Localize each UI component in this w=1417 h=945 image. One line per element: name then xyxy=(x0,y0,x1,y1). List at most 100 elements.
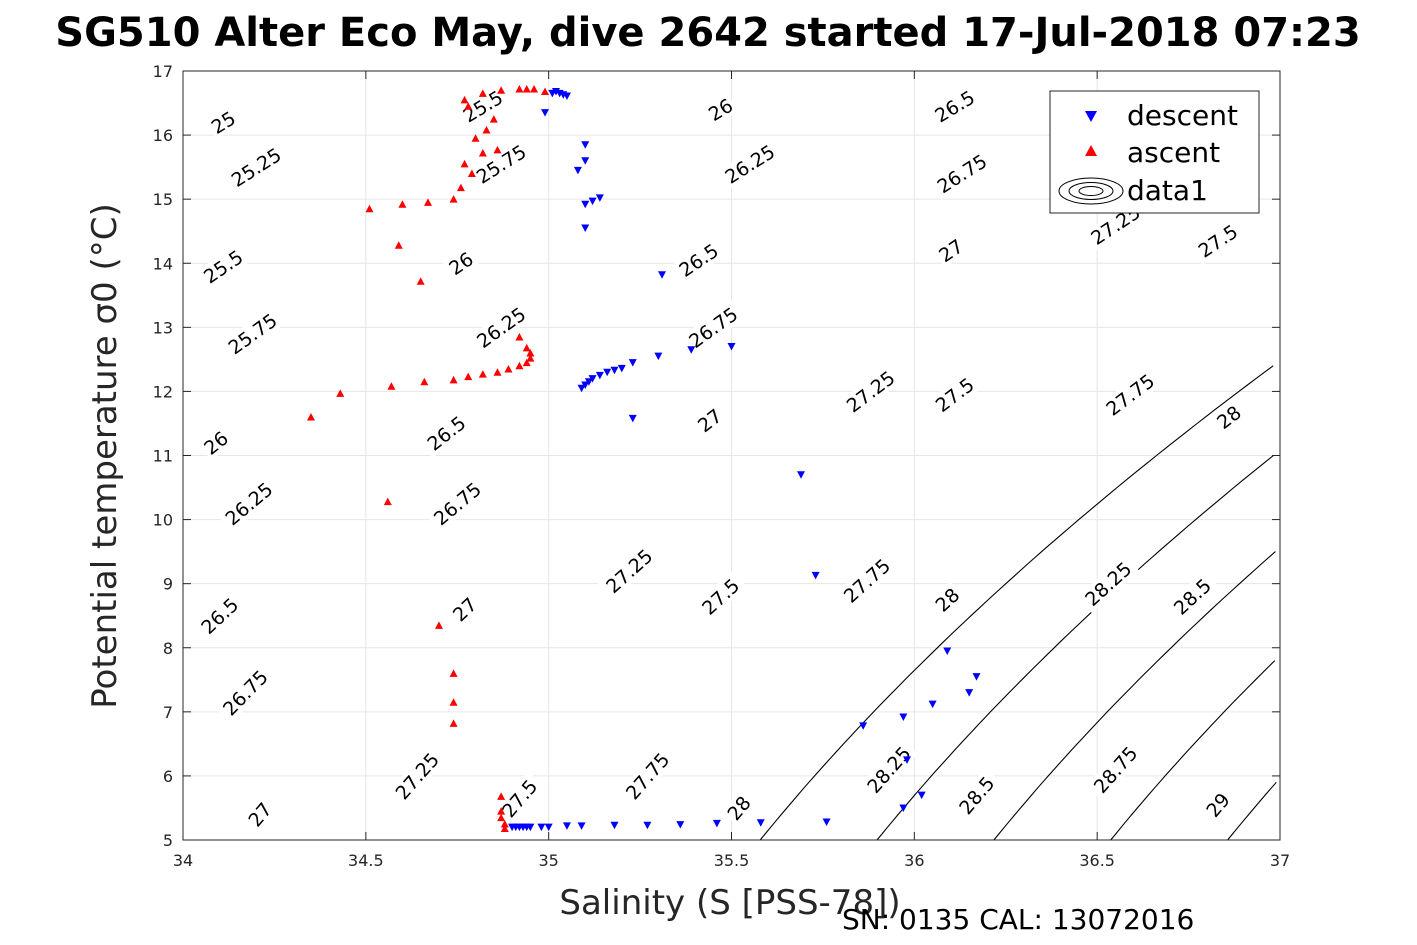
descent-point xyxy=(972,673,981,681)
contour-line xyxy=(993,551,1276,841)
y-tick-label: 10 xyxy=(153,511,173,530)
contour-label-bg xyxy=(425,474,489,533)
contour-label-bg xyxy=(195,242,251,291)
contour-label-text: 25.75 xyxy=(225,310,282,360)
contour-label-bg xyxy=(1098,366,1163,423)
descent-point xyxy=(581,381,590,390)
data-points xyxy=(306,84,981,832)
legend-box xyxy=(1049,90,1260,214)
contour-label-text: 26.75 xyxy=(934,150,992,198)
contour-label-bg xyxy=(1200,786,1236,823)
y-tick-label: 12 xyxy=(153,382,173,401)
contour-label-bg xyxy=(446,591,483,628)
contour-label: 28.5 xyxy=(1165,570,1219,623)
legend-descent-marker xyxy=(1085,111,1097,122)
ascent-point xyxy=(387,382,396,390)
contour-label-bg xyxy=(929,147,995,200)
ascent-point xyxy=(449,669,458,677)
contour-label-text: 28.25 xyxy=(863,743,916,798)
ascent-point xyxy=(449,698,458,706)
ascent-point xyxy=(493,368,502,376)
contour-label-bg xyxy=(926,83,983,130)
contour-label-bg xyxy=(838,363,903,420)
contour-label-bg xyxy=(217,474,281,533)
descent-point xyxy=(917,791,926,800)
contour-label-bg xyxy=(927,370,982,420)
legend-ascent-marker xyxy=(1085,145,1097,156)
chart-title: SG510 Alter Eco May, dive 2642 started 1… xyxy=(55,10,1360,56)
x-tick-label: 34.5 xyxy=(348,851,384,870)
y-tick-label: 6 xyxy=(163,767,173,786)
ascent-point xyxy=(497,807,506,815)
descent-point xyxy=(654,352,663,361)
contour-label: 27 xyxy=(691,402,728,438)
contour-label: 26.5 xyxy=(926,83,983,130)
descent-point xyxy=(562,822,571,830)
contour-label-text: 28 xyxy=(932,584,965,617)
contour-label-text: 28 xyxy=(723,792,755,825)
contour-label-bg xyxy=(693,570,748,623)
contour-line xyxy=(1110,660,1276,841)
contour-label-bg xyxy=(220,306,285,362)
descent-point xyxy=(526,823,535,832)
contour-label-bg xyxy=(859,738,919,801)
descent-point xyxy=(551,88,560,96)
descent-point xyxy=(628,359,637,367)
ascent-point xyxy=(489,115,498,123)
descent-point xyxy=(658,271,667,279)
contour-label: 28 xyxy=(721,789,757,827)
contour-label-text: 26.25 xyxy=(473,303,530,353)
descent-point xyxy=(577,822,586,830)
contour-label-text: 27 xyxy=(935,235,967,267)
descent-point xyxy=(581,200,590,209)
contour-label: 26.25 xyxy=(717,137,783,191)
contour-label: 27 xyxy=(242,796,278,833)
contour-label-text: 27 xyxy=(244,799,276,832)
contour-label: 28 xyxy=(929,581,966,618)
descent-point xyxy=(899,804,908,812)
contour-label: 28 xyxy=(1210,399,1247,435)
contour-label: 27.5 xyxy=(693,570,748,623)
ascent-point xyxy=(526,354,535,362)
ascent-point xyxy=(471,134,480,142)
contour-label-text: 27 xyxy=(449,594,482,627)
y-tick-label: 5 xyxy=(163,831,173,850)
descent-point xyxy=(610,821,619,830)
ascent-point xyxy=(394,241,403,249)
ascent-point xyxy=(515,361,524,370)
ascent-point xyxy=(336,389,345,397)
contour-label-text: 28.25 xyxy=(1081,558,1136,611)
contour-label-text: 26.75 xyxy=(430,478,486,530)
x-axis-ticks: 34 34.5 35 35.5 36 36.5 37 xyxy=(173,71,1290,870)
ascent-point xyxy=(493,145,502,154)
contour-label: 28.25 xyxy=(859,738,919,801)
x-tick-label: 34 xyxy=(173,851,193,870)
contour-label: 27.5 xyxy=(1190,217,1246,265)
contour-label-text: 26 xyxy=(445,248,477,280)
descent-point xyxy=(610,366,619,375)
descent-point xyxy=(603,368,612,377)
contour-label-bg xyxy=(387,744,447,807)
contour-label-bg xyxy=(442,246,480,281)
ascent-point xyxy=(500,819,509,828)
contour-label-text: 25.75 xyxy=(473,141,531,189)
descent-point xyxy=(581,141,590,149)
descent-point xyxy=(577,384,586,393)
descent-point xyxy=(544,823,553,832)
descent-point xyxy=(537,823,546,832)
x-axis-label: Salinity (S [PSS-78]) xyxy=(559,883,900,923)
descent-point xyxy=(943,647,952,655)
footer-serial-cal: SN: 0135 CAL: 13072016 xyxy=(842,903,1194,936)
y-tick-label: 13 xyxy=(153,318,173,337)
x-tick-label: 37 xyxy=(1270,851,1290,870)
ascent-point xyxy=(522,358,531,367)
descent-point xyxy=(859,722,868,730)
descent-point xyxy=(562,92,571,100)
contour-label-text: 26 xyxy=(200,427,233,459)
contour-label: 26 xyxy=(442,246,480,281)
ascent-point xyxy=(449,375,458,384)
descent-point xyxy=(727,343,736,351)
descent-point xyxy=(965,689,974,697)
contour-label: 28.75 xyxy=(1086,738,1145,801)
